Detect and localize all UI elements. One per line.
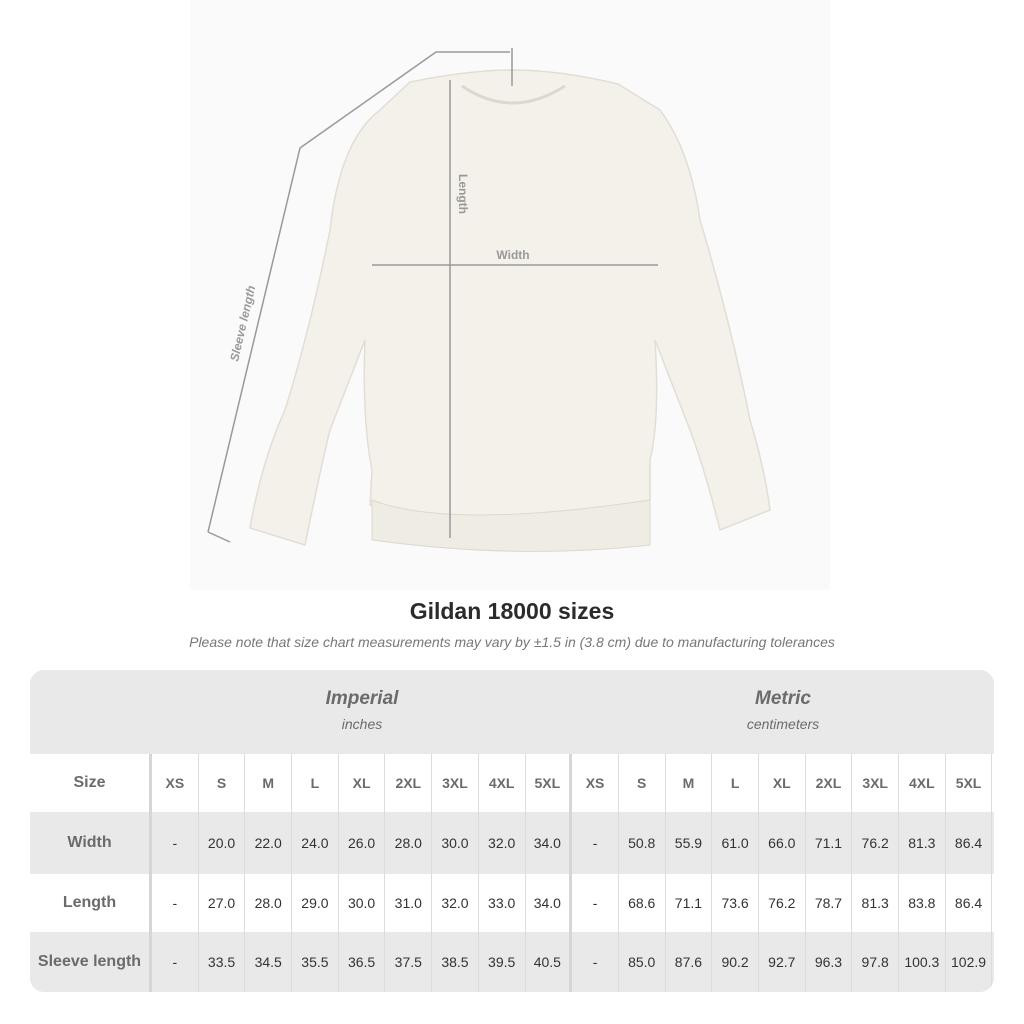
size-header-cell: L [292, 754, 339, 812]
table-cell: 61.0 [712, 812, 759, 874]
table-cell: - [572, 874, 619, 932]
size-header-cell: XS [152, 754, 199, 812]
table-cell: 24.0 [292, 812, 339, 874]
table-row: Length -27.0 28.0 29.0 30.0 31.0 32.0 33.0 34.0-… [30, 874, 994, 932]
table-cell: 20.0 [199, 812, 246, 874]
sweatshirt-measurement-diagram: Width Length Sleeve length [207, 48, 771, 552]
table-cell: 33.5 [199, 932, 246, 992]
table-cell: 36.5 [339, 932, 386, 992]
table-cell: - [152, 874, 199, 932]
table-cell: - [152, 932, 199, 992]
table-cell: 30.0 [339, 874, 386, 932]
table-cell: 102.9 [946, 932, 993, 992]
table-cell: 28.0 [245, 874, 293, 932]
table-cell: 28.0 [385, 812, 433, 874]
table-cell: 34.0 [526, 812, 573, 874]
table-cell: - [572, 932, 619, 992]
table-cell: 39.5 [479, 932, 526, 992]
table-cell: 76.2 [852, 812, 899, 874]
table-cell: 22.0 [245, 812, 293, 874]
table-cell: 86.4 [946, 812, 993, 874]
size-header-cell: 5XL [526, 754, 573, 812]
table-cell: 32.0 [432, 874, 479, 932]
size-header-cell: 2XL [385, 754, 433, 812]
size-header-cell: 3XL [852, 754, 899, 812]
size-header-cell: 4XL [899, 754, 946, 812]
table-cell: 92.7 [759, 932, 806, 992]
table-row: Width -20.0 22.0 24.0 26.0 28.0 30.0 32.0 34.0-5… [30, 812, 994, 874]
table-cell: 81.3 [852, 874, 899, 932]
metric-header: Metric centimeters [572, 688, 994, 732]
table-cell: 34.5 [245, 932, 293, 992]
table-cell: 71.1 [806, 812, 853, 874]
table-cell: 35.5 [292, 932, 339, 992]
chart-title: Gildan 18000 sizes [409, 598, 615, 624]
row-label: Length [30, 874, 152, 932]
size-header-cell: L [712, 754, 759, 812]
size-header-cell: M [245, 754, 293, 812]
table-cell: 71.1 [666, 874, 713, 932]
size-table: Imperial inches Metric centimeters Size … [30, 670, 994, 992]
sleeve-arrow [207, 147, 301, 533]
table-cell: 87.6 [666, 932, 713, 992]
table-cell: 37.5 [385, 932, 433, 992]
metric-title: Metric [755, 688, 811, 709]
table-cell: - [152, 812, 199, 874]
table-cell: 97.8 [852, 932, 899, 992]
tolerance-note: Please note that size chart measurements… [189, 634, 835, 650]
table-cell: 96.3 [806, 932, 853, 992]
table-cell: 30.0 [432, 812, 479, 874]
size-header-cell: 5XL [946, 754, 993, 812]
table-cell: 38.5 [432, 932, 479, 992]
size-row: Size XS S M L XL 2XL 3XL 4XL 5XL XS S M L XL 2XL 3XL 4XL… [30, 754, 994, 812]
table-cell: 73.6 [712, 874, 759, 932]
table-cell: - [572, 812, 619, 874]
table-cell: 66.0 [759, 812, 806, 874]
table-cell: 33.0 [479, 874, 526, 932]
table-cell: 40.5 [526, 932, 573, 992]
row-label: Width [30, 812, 152, 874]
size-label: Size [30, 754, 152, 812]
table-cell: 27.0 [199, 874, 246, 932]
size-header-cell: 2XL [806, 754, 853, 812]
table-cell: 78.7 [806, 874, 853, 932]
size-header-cell: 3XL [432, 754, 479, 812]
size-header-cell: M [666, 754, 713, 812]
table-cell: 85.0 [619, 932, 666, 992]
table-cell: 50.8 [619, 812, 666, 874]
table-cell: 86.4 [946, 874, 993, 932]
sweatshirt-image [249, 69, 771, 552]
table-row: Sleeve length -33.5 34.5 35.5 36.5 37.5 38.5 39… [30, 932, 994, 992]
table-cell: 90.2 [712, 932, 759, 992]
measurement-lines [207, 48, 658, 543]
table-cell: 34.0 [526, 874, 573, 932]
size-header-cell: 4XL [479, 754, 526, 812]
table-cell: 29.0 [292, 874, 339, 932]
row-label: Sleeve length [30, 932, 152, 992]
table-cell: 83.8 [899, 874, 946, 932]
sleeve-arrow-top [299, 51, 510, 149]
imperial-unit: inches [341, 716, 383, 732]
table-cell: 68.6 [619, 874, 666, 932]
imperial-header: Imperial inches [152, 688, 572, 732]
table-cell: 26.0 [339, 812, 386, 874]
table-cell: 100.3 [899, 932, 946, 992]
size-header-cell: XS [572, 754, 619, 812]
table-cell: 55.9 [666, 812, 713, 874]
size-header-cell: S [619, 754, 666, 812]
metric-unit: centimeters [746, 716, 820, 732]
size-header-cell: XL [759, 754, 806, 812]
imperial-title: Imperial [325, 688, 399, 709]
table-cell: 76.2 [759, 874, 806, 932]
table-cell: 81.3 [899, 812, 946, 874]
table-cell: 32.0 [479, 812, 526, 874]
length-label: Length [456, 174, 470, 214]
width-label: Width [496, 248, 529, 262]
size-header-cell: S [199, 754, 246, 812]
size-header-cell: XL [339, 754, 386, 812]
table-cell: 31.0 [385, 874, 433, 932]
